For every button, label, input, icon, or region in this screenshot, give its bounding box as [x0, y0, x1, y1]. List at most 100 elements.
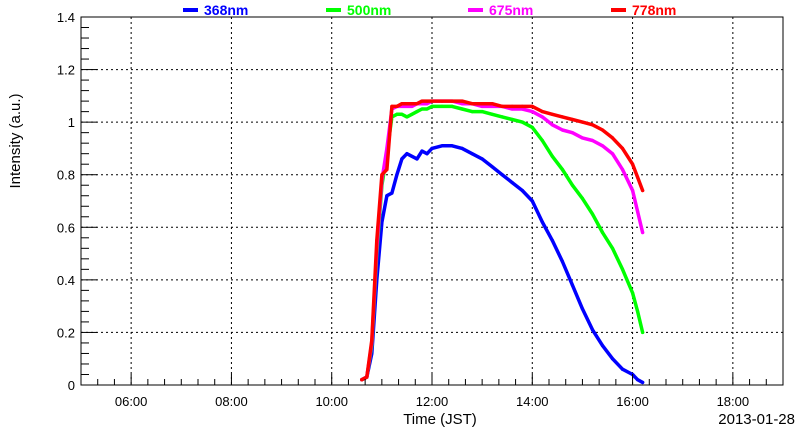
data-point — [631, 188, 635, 193]
data-point — [405, 104, 409, 108]
data-point — [385, 167, 389, 172]
data-point — [480, 104, 484, 108]
data-point — [530, 110, 534, 114]
data-point — [425, 107, 429, 111]
data-point — [570, 117, 575, 122]
x-axis-title: Time (JST) — [403, 411, 477, 428]
legend-label: 368nm — [204, 2, 248, 18]
data-point — [600, 128, 605, 132]
y-tick-label: 1 — [68, 115, 75, 130]
legend-label: 675nm — [489, 2, 533, 18]
legend-item: 778nm — [611, 2, 676, 18]
legend-label: 778nm — [632, 2, 676, 18]
data-point — [520, 107, 524, 111]
data-point — [510, 181, 514, 185]
data-point — [520, 104, 524, 108]
data-point — [470, 152, 474, 156]
data-point — [540, 110, 544, 114]
data-point — [610, 246, 615, 250]
data-point — [440, 99, 444, 103]
y-tick-label: 0.2 — [57, 325, 75, 340]
data-point — [380, 173, 384, 177]
data-point — [641, 330, 645, 334]
data-point — [460, 146, 464, 150]
grid-lines — [81, 17, 783, 385]
data-point — [490, 112, 494, 116]
data-point — [385, 194, 389, 198]
data-point — [430, 99, 434, 103]
data-point — [425, 102, 429, 106]
data-point — [360, 378, 364, 382]
data-point — [560, 115, 565, 119]
data-point — [590, 123, 595, 127]
data-point — [540, 115, 544, 119]
data-point — [530, 125, 534, 129]
data-point — [400, 157, 404, 161]
data-point — [620, 267, 625, 271]
data-point — [460, 99, 464, 103]
data-point — [510, 107, 514, 111]
axis-ticks — [80, 16, 784, 386]
data-point — [470, 102, 474, 106]
data-point — [530, 199, 534, 203]
legend: 368nm 500nm 675nm 778nm — [183, 2, 676, 18]
data-point — [500, 104, 504, 108]
data-point — [450, 104, 454, 108]
data-point — [550, 154, 554, 158]
data-point — [410, 154, 414, 158]
data-point — [480, 110, 484, 114]
data-point — [620, 167, 625, 172]
data-point — [440, 144, 444, 148]
x-tick-label: 16:00 — [616, 394, 649, 409]
data-point — [550, 112, 554, 116]
data-point — [570, 283, 575, 287]
data-point — [590, 138, 595, 143]
data-point — [415, 110, 419, 114]
data-point — [600, 230, 605, 235]
data-point — [490, 102, 494, 106]
data-point — [415, 102, 419, 106]
data-point — [450, 144, 454, 148]
data-point — [430, 146, 434, 150]
data-point — [405, 115, 409, 119]
data-point — [395, 104, 399, 108]
data-point — [395, 112, 399, 116]
data-point — [610, 152, 615, 156]
y-tick-label: 0.6 — [57, 220, 75, 235]
data-point — [410, 104, 414, 108]
data-point — [620, 146, 625, 150]
data-point — [560, 259, 565, 264]
data-point — [365, 375, 369, 379]
data-point — [430, 104, 434, 108]
data-point — [631, 291, 635, 295]
legend-item: 368nm — [183, 2, 248, 18]
data-point — [600, 344, 605, 348]
data-point — [400, 102, 404, 106]
data-point — [500, 115, 504, 119]
legend-label: 500nm — [347, 2, 391, 18]
data-point — [600, 144, 605, 148]
data-point — [380, 220, 384, 224]
data-point — [520, 120, 524, 124]
data-point — [641, 230, 645, 235]
data-point — [420, 99, 424, 103]
data-point — [425, 152, 429, 156]
data-point — [395, 173, 399, 177]
data-point — [480, 157, 484, 161]
data-point — [480, 102, 484, 106]
series-layer — [360, 99, 645, 385]
data-point — [580, 307, 585, 311]
data-point — [460, 107, 464, 111]
data-point — [440, 104, 444, 108]
data-point — [636, 378, 640, 382]
data-point — [420, 107, 424, 111]
y-axis-title: Intensity (a.u.) — [7, 93, 24, 188]
data-point — [490, 165, 494, 169]
data-point — [636, 175, 640, 179]
y-tick-label: 0.4 — [57, 273, 75, 288]
data-point — [641, 188, 645, 193]
data-point — [400, 112, 404, 116]
data-point — [560, 128, 565, 132]
data-point — [550, 238, 554, 242]
